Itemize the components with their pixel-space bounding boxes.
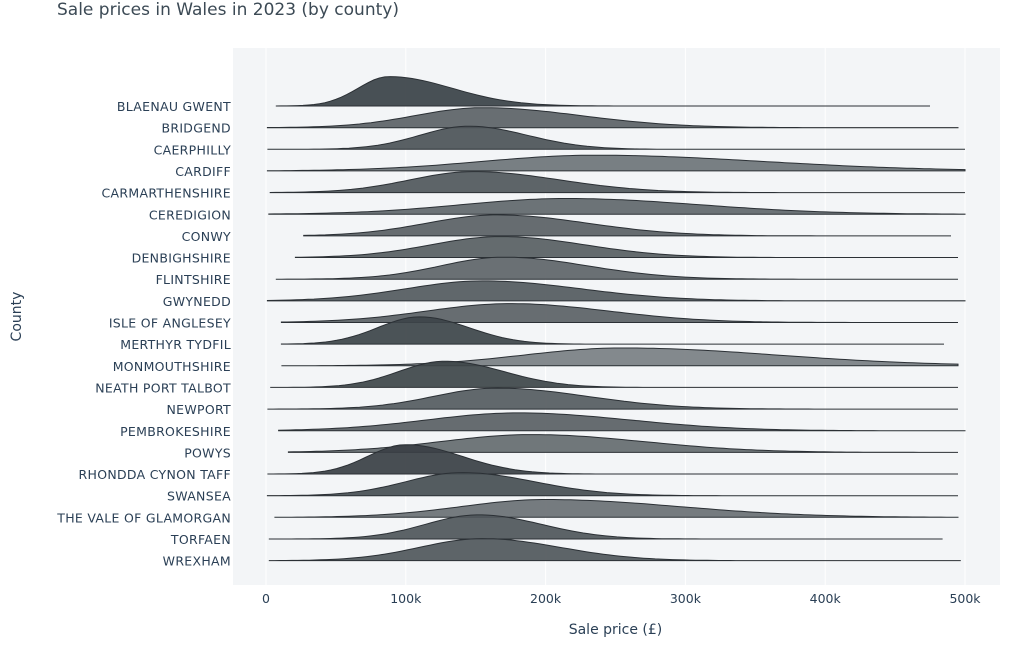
x-tick-labels: 0 100k 200k 300k 400k 500k (262, 591, 981, 606)
county-label: TORFAEN (170, 532, 231, 547)
ridge-wrexham (268, 538, 961, 562)
county-label: NEATH PORT TALBOT (95, 380, 231, 395)
county-label: THE VALE OF GLAMORGAN (56, 510, 231, 525)
chart-title: Sale prices in Wales in 2023 (by county) (57, 0, 399, 20)
county-label: BRIDGEND (161, 121, 231, 136)
county-label: DENBIGHSHIRE (132, 251, 231, 266)
ridge-monmouthshire (281, 347, 959, 367)
ridge-cardiff (266, 154, 966, 172)
ridge-flintshire (275, 256, 958, 280)
county-labels: BLAENAU GWENT BRIDGEND CAERPHILLY CARDIFF CA… (56, 99, 231, 569)
county-label: SWANSEA (167, 489, 231, 504)
ridge-newport (267, 387, 958, 410)
ridge-swansea (266, 472, 958, 497)
x-tick-label: 100k (390, 591, 422, 606)
ridge-pembrokeshire (278, 412, 966, 432)
county-label: GWYNEDD (163, 294, 231, 309)
county-label: PEMBROKESHIRE (120, 424, 231, 439)
ridge-series (266, 76, 966, 562)
ridge-bridgend (266, 107, 959, 129)
county-label: RHONDDA CYNON TAFF (79, 467, 231, 482)
x-tick-label: 0 (262, 591, 270, 606)
ridge-caerphilly (267, 125, 965, 150)
county-label: FLINTSHIRE (156, 272, 231, 287)
county-label: CARMARTHENSHIRE (102, 186, 231, 201)
ridge-torfaen (268, 514, 943, 540)
ridge-carmarthenshire (269, 171, 965, 194)
county-label: CAERPHILLY (154, 142, 231, 157)
county-label: CEREDIGION (149, 207, 231, 222)
ridge-merthyr-tydfil (280, 316, 944, 345)
county-label: POWYS (184, 445, 231, 460)
ridge-neath-port-talbot (270, 360, 958, 388)
county-label: MERTHYR TYDFIL (120, 337, 231, 352)
ridge-conwy (303, 214, 951, 237)
x-tick-label: 400k (810, 591, 842, 606)
x-tick-label: 200k (530, 591, 562, 606)
x-axis-title: Sale price (£) (569, 622, 663, 638)
ridge-blaenau-gwent (275, 76, 930, 107)
ridge-ceredigion (268, 198, 966, 215)
county-label: ISLE OF ANGLESEY (109, 316, 231, 331)
ridge-the-vale-of-glamorgan (274, 499, 959, 518)
county-label: CARDIFF (175, 164, 231, 179)
county-label: MONMOUTHSHIRE (113, 359, 231, 374)
county-label: NEWPORT (167, 402, 232, 417)
ridge-gwynedd (266, 280, 966, 302)
ridge-isle-of-anglesey (280, 303, 958, 323)
county-label: CONWY (182, 229, 231, 244)
y-axis-title: County (9, 292, 25, 342)
county-label: WREXHAM (163, 554, 231, 569)
county-label: BLAENAU GWENT (117, 99, 231, 114)
x-tick-label: 500k (949, 591, 981, 606)
x-tick-label: 300k (670, 591, 702, 606)
ridge-denbighshire (294, 236, 958, 258)
ridge-rhondda-cynon-taff (267, 444, 958, 475)
